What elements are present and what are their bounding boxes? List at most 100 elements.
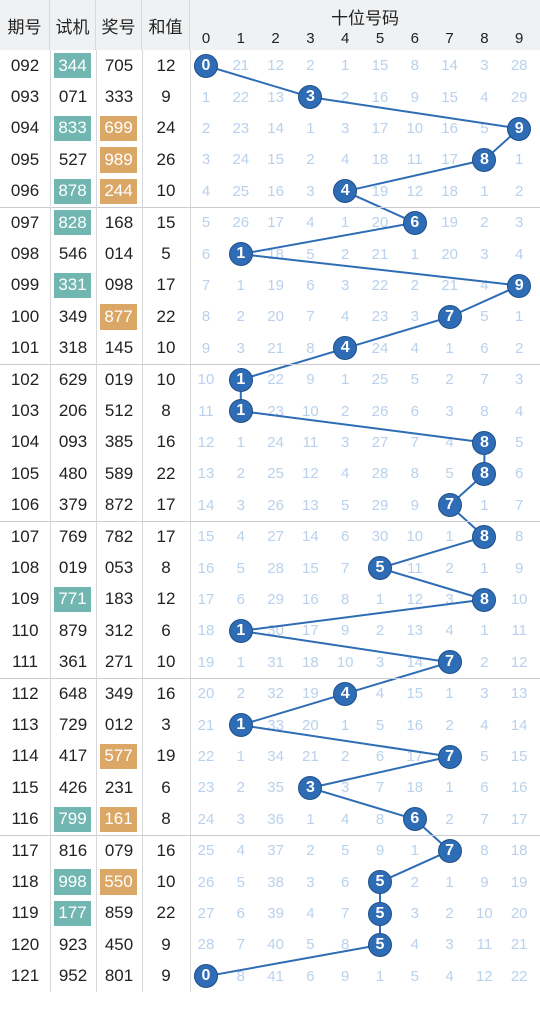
table-row: 109 771 183 12 17 6 29 16 8 1 12 3 10: [0, 584, 540, 615]
miss-count: 14: [197, 496, 215, 514]
miss-count: 3: [341, 433, 350, 451]
miss-count: 7: [410, 433, 419, 451]
group-separator: [0, 207, 540, 208]
miss-count: 7: [236, 936, 245, 954]
miss-count: 19: [371, 182, 389, 200]
miss-count: 13: [406, 622, 424, 640]
miss-count: 26: [232, 214, 250, 232]
miss-count: 11: [407, 151, 423, 169]
miss-count: 12: [510, 653, 528, 671]
period-cell: 120: [10, 934, 40, 954]
miss-count: 9: [480, 873, 489, 891]
hit-ball: 8: [472, 430, 497, 455]
miss-count: 40: [267, 936, 284, 954]
miss-count: 12: [302, 465, 319, 483]
hit-ball: 3: [298, 775, 323, 800]
table-row: 094 833 699 24 2 23 14 1 3 17 10 16 5: [0, 113, 540, 144]
prize-cell: 877: [100, 304, 137, 330]
miss-count: 21: [441, 276, 458, 294]
trial-cell: 769: [58, 526, 88, 546]
miss-count: 6: [410, 402, 419, 420]
hit-ball: 7: [437, 744, 462, 769]
miss-count: 8: [480, 402, 489, 420]
miss-count: 39: [267, 904, 284, 922]
prize-cell: 512: [104, 401, 134, 421]
miss-count: 22: [371, 276, 389, 294]
miss-count: 1: [236, 433, 245, 451]
miss-count: 9: [306, 371, 315, 389]
period-cell: 098: [10, 244, 40, 264]
miss-count: 4: [480, 88, 489, 106]
miss-count: 2: [236, 308, 245, 326]
column-separator: [142, 50, 143, 992]
period-cell: 114: [11, 746, 39, 766]
miss-count: 1: [480, 182, 489, 200]
prize-cell: 019: [104, 369, 134, 389]
miss-count: 26: [267, 496, 284, 514]
miss-count: 1: [410, 842, 419, 860]
miss-count: 13: [197, 465, 215, 483]
sum-cell: 17: [156, 526, 176, 546]
table-row: 103 206 512 8 11 23 10 2 26 6 3 8 4: [0, 395, 540, 426]
trial-cell: 480: [58, 463, 88, 483]
trend-segment: [344, 158, 485, 193]
period-cell: 116: [11, 809, 39, 829]
sum-cell: 22: [156, 903, 176, 923]
miss-count: 9: [410, 496, 419, 514]
miss-count: 15: [302, 559, 319, 577]
miss-count: 30: [371, 528, 389, 546]
sum-cell: 16: [156, 683, 176, 703]
miss-count: 1: [375, 590, 385, 608]
header-sum: 和值: [142, 0, 190, 50]
miss-count: 11: [302, 433, 319, 451]
miss-count: 7: [306, 308, 315, 326]
miss-count: 18: [371, 151, 389, 169]
sum-cell: 19: [156, 746, 176, 766]
trial-cell: 177: [54, 900, 91, 927]
table-row: 108 019 053 8 16 5 28 15 7 11 2 1 9: [0, 552, 540, 583]
prize-cell: 577: [100, 743, 137, 770]
period-cell: 115: [11, 777, 39, 797]
miss-count: 38: [267, 873, 284, 891]
miss-count: 35: [267, 779, 284, 797]
period-cell: 112: [11, 683, 39, 703]
prize-cell: 098: [104, 275, 134, 295]
miss-count: 4: [341, 308, 350, 326]
miss-count: 2: [341, 245, 350, 263]
hit-ball: 5: [368, 870, 392, 895]
prize-cell: 161: [100, 806, 137, 832]
miss-count: 10: [302, 402, 319, 420]
header-prize: 奖号: [96, 0, 142, 50]
prize-cell: 183: [104, 589, 134, 609]
miss-count: 16: [406, 716, 424, 734]
miss-count: 5: [480, 308, 489, 326]
miss-count: 27: [267, 528, 284, 546]
table-row: 098 546 014 5 6 18 5 2 21 1 20 3 4: [0, 238, 540, 269]
miss-count: 12: [406, 182, 424, 200]
miss-count: 32: [267, 685, 284, 703]
sum-cell: 9: [161, 966, 171, 986]
prize-cell: 333: [104, 87, 134, 107]
hit-ball: 7: [437, 493, 462, 518]
miss-count: 23: [371, 308, 389, 326]
miss-count: 4: [236, 528, 245, 546]
miss-count: 1: [515, 308, 524, 326]
period-cell: 094: [10, 118, 40, 138]
period-cell: 097: [10, 212, 40, 232]
miss-count: 6: [306, 276, 315, 294]
sum-cell: 16: [156, 840, 176, 860]
sum-cell: 8: [161, 401, 171, 421]
trial-cell: 833: [54, 115, 91, 142]
miss-count: 9: [341, 622, 350, 640]
period-cell: 095: [10, 149, 40, 169]
miss-count: 4: [410, 936, 419, 954]
miss-count: 23: [232, 119, 250, 137]
miss-count: 24: [267, 433, 284, 451]
miss-count: 5: [410, 967, 419, 985]
miss-count: 1: [445, 779, 454, 797]
miss-count: 1: [445, 528, 454, 546]
period-cell: 118: [11, 872, 39, 892]
miss-count: 7: [480, 810, 489, 828]
group-separator: [0, 678, 540, 679]
prize-cell: 782: [104, 526, 134, 546]
